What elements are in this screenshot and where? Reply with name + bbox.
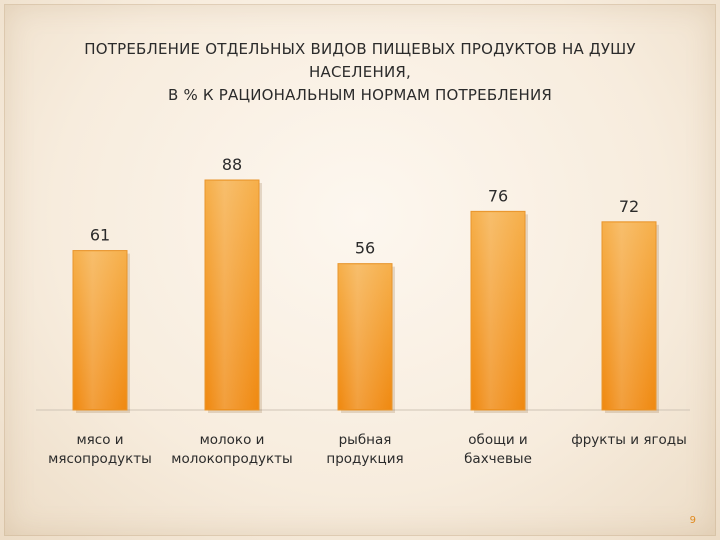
category-tick-label: рыбная [339,432,392,448]
data-label: 61 [90,226,110,245]
category-tick-label: молокопродукты [171,451,292,467]
bar-highlight [75,251,125,409]
data-label: 88 [222,155,242,174]
bar-highlight [604,222,654,409]
title-line-2: НАСЕЛЕНИЯ, [309,63,411,81]
category-tick-label: фрукты и ягоды [571,432,687,448]
title-line-1: ПОТРЕБЛЕНИЕ ОТДЕЛЬНЫХ ВИДОВ ПИЩЕВЫХ ПРОД… [84,40,636,58]
category-tick-label: продукция [326,451,403,467]
data-label: 56 [355,239,375,258]
page-number: 9 [689,515,696,526]
category-tick-label: обощи и [468,432,527,448]
bar-highlight [473,212,523,409]
bar-highlight [207,181,257,409]
title-line-3: В % К РАЦИОНАЛЬНЫМ НОРМАМ ПОТРЕБЛЕНИЯ [168,86,552,104]
category-tick-label: мясо и [76,432,123,448]
data-label: 72 [619,197,639,216]
category-tick-label: мясопродукты [48,451,152,467]
category-tick-label: молоко и [200,432,265,448]
bar-highlight [340,264,390,409]
category-tick-label: бахчевые [464,451,532,467]
data-label: 76 [488,186,508,205]
chart-title: ПОТРЕБЛЕНИЕ ОТДЕЛЬНЫХ ВИДОВ ПИЩЕВЫХ ПРОД… [30,38,690,107]
